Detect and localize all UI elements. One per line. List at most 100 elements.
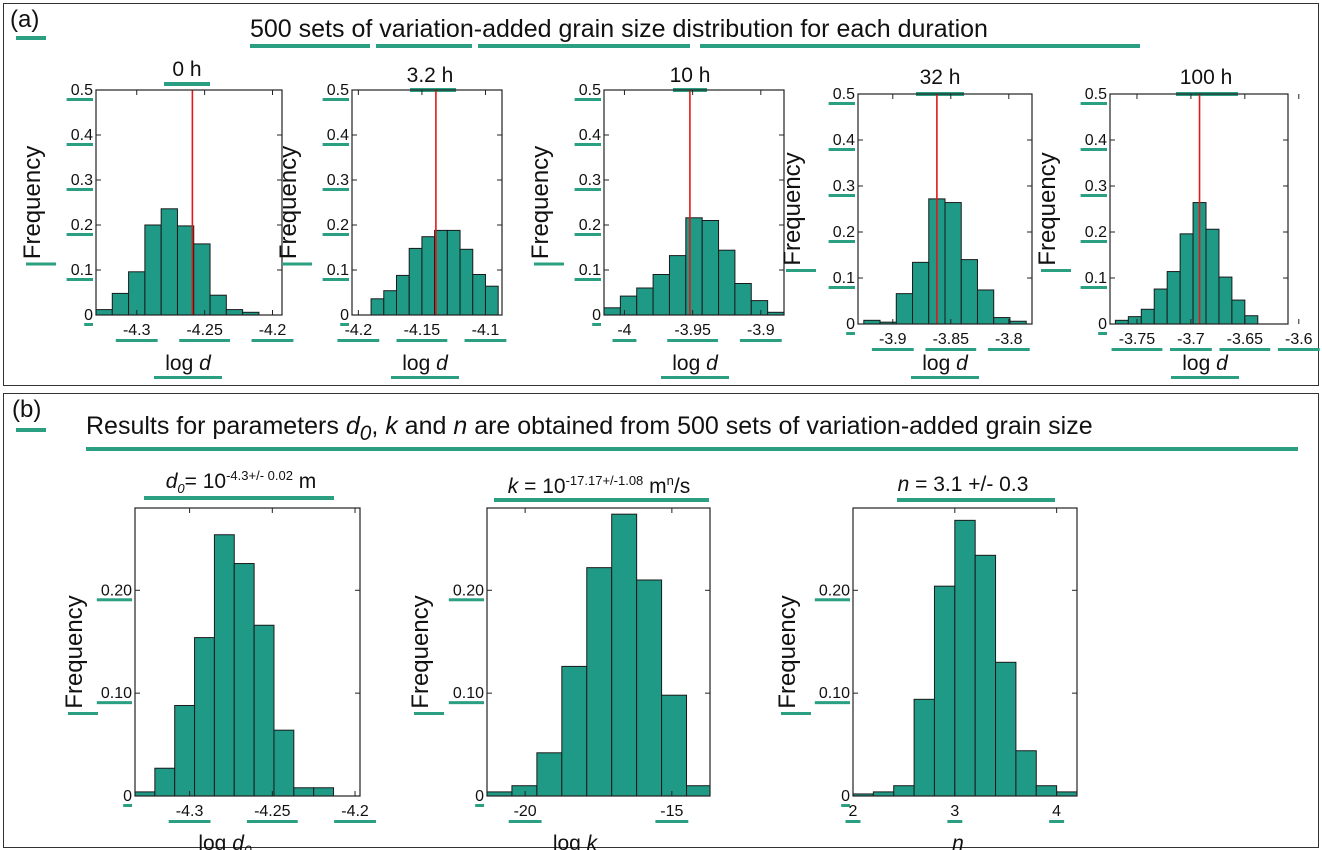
x-tick-label: -20 bbox=[514, 803, 537, 820]
histogram-bar bbox=[893, 785, 915, 797]
chart-title-32h: 32 h bbox=[919, 66, 961, 89]
histogram-bar bbox=[701, 220, 720, 316]
y-tick-label: 0 bbox=[123, 788, 132, 805]
x-tick-label: -3.7 bbox=[1177, 331, 1205, 348]
underline-mark bbox=[96, 701, 132, 705]
y-tick-label: 0.5 bbox=[833, 86, 855, 103]
x-tick-label: -4.3 bbox=[176, 803, 204, 820]
histogram-bar bbox=[383, 290, 397, 316]
y-axis-label: Frequency bbox=[774, 595, 801, 708]
chart-title-0h: 0 h bbox=[172, 58, 202, 81]
y-tick-label: 0 bbox=[475, 788, 484, 805]
y-tick-label: 0.3 bbox=[71, 172, 93, 189]
y-tick-label: 0.1 bbox=[833, 270, 855, 287]
y-tick-label: 0 bbox=[592, 307, 601, 324]
y-tick-label: 0.2 bbox=[833, 224, 855, 241]
underline-mark bbox=[574, 278, 601, 281]
histogram-bar bbox=[1205, 228, 1220, 325]
y-tick-label: 0.4 bbox=[71, 127, 93, 144]
underline-mark bbox=[828, 240, 855, 243]
x-axis-label: log d bbox=[402, 352, 449, 375]
d0-result-title: d0= 10-4.3+/- 0.02 m bbox=[165, 468, 317, 497]
x-axis-label: log k bbox=[553, 832, 599, 850]
underline-mark bbox=[911, 376, 979, 379]
histogram-bar bbox=[1015, 750, 1037, 797]
x-axis-label: log d bbox=[165, 352, 212, 375]
underline-mark bbox=[841, 804, 850, 807]
histogram-bar bbox=[144, 224, 162, 316]
x-tick-label: 3 bbox=[950, 803, 959, 820]
y-tick-label: 0.3 bbox=[1085, 178, 1107, 195]
underline-mark bbox=[987, 348, 1030, 351]
y-tick-label: 0.1 bbox=[579, 262, 601, 279]
y-tick-label: 0.20 bbox=[101, 582, 132, 599]
y-tick-label: 0.10 bbox=[453, 685, 484, 702]
histogram-bar bbox=[134, 791, 156, 797]
histogram-bar bbox=[194, 637, 215, 797]
histogram-bar bbox=[661, 694, 688, 797]
underline-mark bbox=[448, 701, 484, 705]
underline-mark bbox=[1049, 820, 1065, 823]
histogram-bar bbox=[233, 563, 255, 797]
y-tick-label: 0.1 bbox=[1085, 270, 1107, 287]
histogram-chart-5: 0 0.10 0.20 -4.3 -4.25 -4.2 Frequency log d0 bbox=[61, 507, 376, 850]
histogram-bar bbox=[1244, 315, 1259, 325]
underline-mark bbox=[68, 712, 98, 715]
x-tick-label: 2 bbox=[849, 803, 858, 820]
histogram-bar bbox=[176, 225, 195, 316]
histogram-bar bbox=[611, 513, 638, 797]
x-tick-label: -4.15 bbox=[404, 322, 441, 339]
histogram-bar bbox=[954, 519, 976, 797]
histogram-bar bbox=[213, 534, 235, 797]
x-tick-label: -3.65 bbox=[1227, 331, 1264, 348]
underline-mark bbox=[574, 143, 601, 146]
underline-mark bbox=[168, 820, 211, 823]
histogram-bar bbox=[408, 247, 423, 316]
underline-mark bbox=[86, 447, 1298, 451]
histogram-bar bbox=[960, 259, 978, 325]
histogram-bar bbox=[993, 317, 1011, 325]
x-tick-label: -4.2 bbox=[341, 803, 369, 820]
underline-mark bbox=[592, 323, 601, 326]
underline-mark bbox=[574, 233, 601, 236]
underline-mark bbox=[845, 820, 861, 823]
underline-mark bbox=[667, 339, 719, 342]
histogram-bar bbox=[668, 255, 687, 316]
y-axis-label: Frequency bbox=[527, 146, 554, 259]
underline-mark bbox=[123, 804, 132, 807]
x-tick-label: -3.8 bbox=[995, 331, 1023, 348]
y-tick-label: 0.4 bbox=[579, 127, 601, 144]
y-tick-label: 0.2 bbox=[71, 217, 93, 234]
x-tick-label: -4.3 bbox=[123, 322, 151, 339]
histogram-bar bbox=[586, 567, 613, 797]
underline-mark bbox=[814, 701, 850, 705]
histogram-chart-2: 0 0.1 0.2 0.3 0.4 0.5 -4 -3.95 -3.9 Frequency log … bbox=[527, 82, 785, 379]
underline-mark bbox=[655, 820, 689, 823]
x-axis-label: n bbox=[952, 832, 964, 850]
histogram-bar bbox=[933, 585, 956, 797]
axes-frame bbox=[134, 507, 361, 797]
histogram-bar bbox=[395, 274, 410, 316]
underline-mark bbox=[739, 339, 782, 342]
histogram-chart-0: 0 0.1 0.2 0.3 0.4 0.5 -4.3 -4.25 -4.2 Frequency lo… bbox=[19, 82, 294, 379]
x-tick-label: -3.6 bbox=[1285, 331, 1313, 348]
underline-mark bbox=[475, 804, 484, 807]
y-tick-label: 0.3 bbox=[579, 172, 601, 189]
histogram-bar bbox=[1218, 276, 1233, 325]
histogram-bar bbox=[636, 287, 654, 316]
y-axis-label: Frequency bbox=[779, 152, 806, 265]
underline-mark bbox=[1171, 376, 1239, 379]
histogram-bar bbox=[446, 229, 461, 316]
y-tick-label: 0.5 bbox=[327, 82, 349, 99]
underline-mark bbox=[250, 44, 370, 48]
k-result-title: k = 10-17.17+/-1.08 mn/s bbox=[507, 473, 691, 498]
chart-title-100h: 100 h bbox=[1179, 66, 1233, 89]
x-tick-label: -4.2 bbox=[259, 322, 287, 339]
histogram-bar bbox=[472, 274, 486, 316]
histogram-bar bbox=[974, 554, 997, 797]
panel-tag-a: (a) bbox=[10, 6, 40, 33]
underline-mark bbox=[574, 98, 601, 101]
histogram-bar bbox=[370, 298, 385, 316]
y-tick-label: 0.2 bbox=[579, 217, 601, 234]
